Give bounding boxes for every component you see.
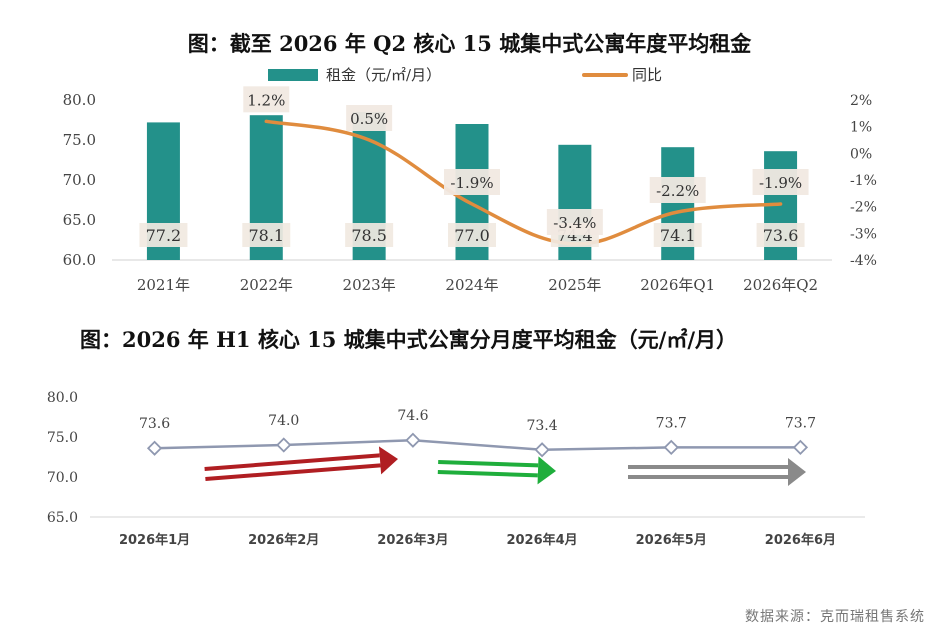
yoy-label-bg-3	[444, 169, 500, 195]
point-value-label: 73.4	[526, 418, 557, 434]
y-tick-label: 80.0	[47, 390, 78, 406]
bar-value-label: 78.1	[248, 226, 284, 245]
x-tick-label: 2026年2月	[248, 532, 319, 548]
x-tick-label: 2026年4月	[506, 532, 577, 548]
point-marker-4	[663, 439, 679, 456]
bar-label-bg-5	[653, 223, 702, 247]
yoy-label-bg-1	[243, 86, 290, 113]
bar-label-bg-0	[139, 223, 188, 247]
yoy-value-label: -1.9%	[450, 174, 493, 192]
point-value-label: 74.6	[397, 408, 428, 424]
falling-arrow-icon	[437, 456, 556, 485]
rising-arrow-icon	[204, 446, 398, 481]
point-value-label: 73.7	[785, 415, 816, 431]
yoy-label-bg-6	[752, 169, 809, 195]
x-tick-label: 2026年Q1	[640, 276, 715, 294]
point-value-label: 74.0	[268, 413, 299, 429]
x-tick-label: 2021年	[137, 276, 190, 294]
y2-tick-label: -2%	[850, 200, 877, 216]
bar-value-label: 74.1	[660, 226, 696, 245]
legend-rent-label: 租金（元/㎡/月）	[326, 66, 441, 84]
data-source: 数据来源：克而瑞租售系统	[745, 609, 925, 625]
x-tick-label: 2026年Q2	[743, 276, 818, 294]
point-value-label: 73.7	[656, 415, 687, 431]
x-tick-label: 2026年5月	[636, 532, 707, 548]
y-tick-label: 70.0	[63, 171, 96, 189]
annual-rent-chart: 租金（元/㎡/月） 同比 80.0 75.0 70.0 65.0 60.0 2% 1% 0% -1%…	[63, 66, 877, 294]
legend-rent-swatch	[268, 69, 318, 81]
y2-tick-label: 2%	[850, 93, 872, 109]
flat-arrow-icon	[628, 458, 806, 486]
y-tick-label: 65.0	[47, 510, 78, 526]
x-tick-label: 2026年3月	[377, 532, 448, 548]
bar-value-label: 78.5	[351, 226, 387, 245]
yoy-value-label: 1.2%	[247, 91, 285, 109]
yoy-value-label: -3.4%	[553, 214, 596, 232]
bar-label-bg-2	[345, 223, 394, 247]
bar-label-bg-3	[448, 223, 496, 247]
x-tick-label: 2023年	[343, 276, 396, 294]
chart1-title: 图：截至 2026 年 Q2 核心 15 城集中式公寓年度平均租金	[187, 31, 752, 56]
point-marker-3	[534, 442, 550, 458]
y-tick-label: 65.0	[63, 211, 96, 229]
y2-tick-label: -3%	[850, 226, 877, 242]
y-tick-label: 75.0	[63, 131, 96, 149]
point-marker-2	[405, 432, 421, 448]
yoy-value-label: -1.9%	[759, 174, 802, 192]
chart2-title: 图：2026 年 H1 核心 15 城集中式公寓分月度平均租金（元/㎡/月）	[80, 327, 738, 352]
yoy-value-label: 0.5%	[350, 110, 388, 128]
y2-tick-label: -4%	[850, 253, 877, 269]
x-tick-label: 2025年	[548, 276, 601, 294]
point-marker-0	[146, 440, 163, 456]
yoy-label-bg-4	[546, 209, 603, 235]
y-tick-label: 80.0	[63, 91, 96, 109]
x-tick-label: 2024年	[445, 276, 498, 294]
bar-value-label: 77.2	[146, 226, 182, 245]
y-tick-label: 75.0	[47, 430, 78, 446]
x-tick-label: 2022年	[240, 276, 293, 294]
point-value-label: 73.6	[139, 416, 170, 432]
yoy-value-label: -2.2%	[656, 182, 699, 200]
bar-label-bg-1	[242, 223, 291, 247]
bar-value-label: 73.6	[763, 226, 799, 245]
legend-yoy-label: 同比	[632, 66, 662, 84]
point-marker-5	[792, 439, 809, 456]
yoy-line	[264, 119, 783, 246]
bar-value-label: 77.0	[454, 226, 490, 245]
y2-tick-label: 0%	[850, 146, 872, 162]
y2-tick-label: -1%	[850, 173, 877, 189]
x-tick-label: 2026年1月	[119, 532, 190, 548]
yoy-label-bg-2	[346, 105, 393, 131]
point-marker-1	[276, 437, 292, 453]
y2-tick-label: 1%	[850, 120, 872, 136]
x-tick-label: 2026年6月	[765, 532, 836, 548]
y-tick-label: 70.0	[47, 470, 78, 486]
y-tick-label: 60.0	[63, 251, 96, 269]
monthly-line	[154, 438, 801, 452]
yoy-label-bg-5	[649, 177, 706, 203]
bar-label-bg-6	[756, 223, 805, 247]
